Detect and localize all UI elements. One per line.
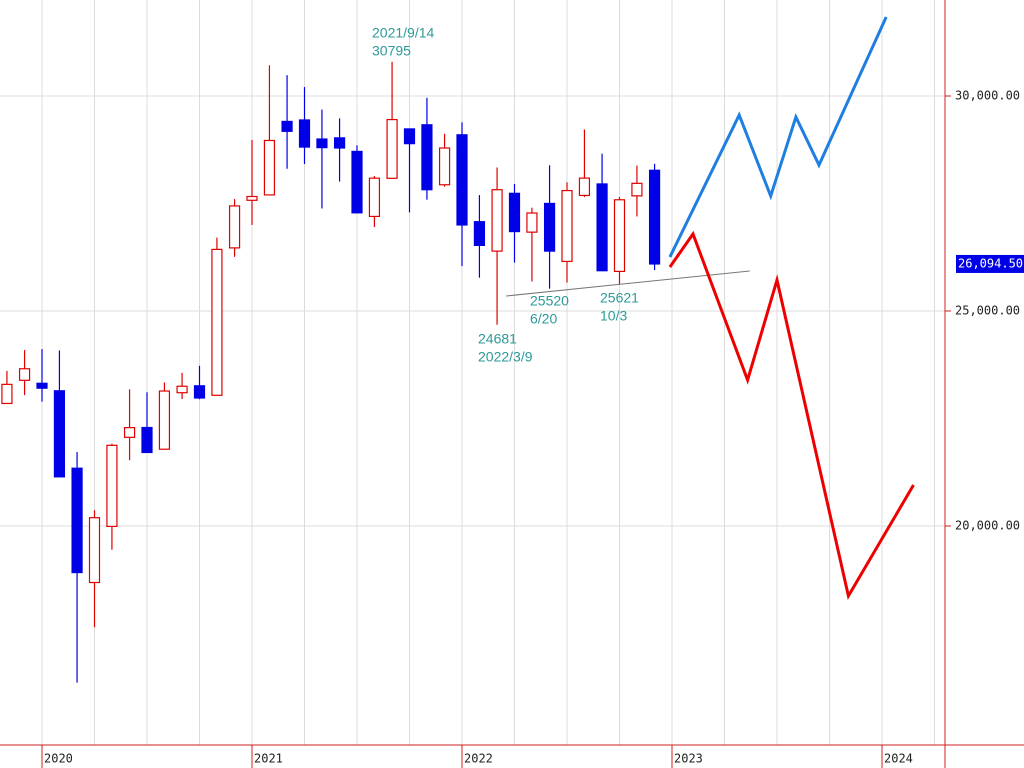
- x-tick-label: 2021: [254, 752, 283, 766]
- annotation: 2022/3/9: [478, 349, 533, 365]
- candle-body: [141, 426, 153, 454]
- candle-body: [211, 248, 223, 396]
- candle-body: [386, 118, 398, 179]
- annotation: 10/3: [600, 308, 627, 324]
- candle-body: [351, 150, 363, 214]
- y-tick-label: 30,000.00: [955, 89, 1020, 103]
- candle-body: [333, 137, 346, 149]
- y-tick-label: 25,000.00: [955, 304, 1020, 318]
- annotation: 25621: [600, 290, 639, 306]
- candle-body: [473, 221, 486, 246]
- candle-body: [281, 120, 293, 132]
- forecast-line: [668, 230, 915, 601]
- candle-body: [648, 169, 661, 265]
- candle-body: [508, 192, 521, 233]
- candle-body: [578, 177, 591, 197]
- candle-body: [158, 390, 171, 450]
- candle-body: [36, 382, 48, 389]
- candle-body: [123, 427, 136, 438]
- candle-body: [596, 183, 608, 272]
- y-tick-label: 20,000.00: [955, 519, 1020, 533]
- x-tick-label: 2020: [44, 752, 73, 766]
- candle-body: [403, 128, 416, 145]
- candle-body: [246, 195, 258, 201]
- candle-body: [421, 124, 433, 191]
- candle-body: [88, 517, 101, 584]
- candle-body: [543, 202, 556, 252]
- annotation: 25520: [530, 293, 569, 309]
- candle-body: [438, 147, 451, 186]
- candle-body: [106, 444, 118, 527]
- candle-body: [526, 212, 538, 233]
- annotation: 2021/9/14: [372, 25, 434, 41]
- annotation: 30795: [372, 43, 411, 59]
- candle-body: [176, 385, 188, 394]
- x-tick-label: 2024: [884, 752, 913, 766]
- forecast-line: [668, 16, 888, 258]
- x-tick-label: 2023: [674, 752, 703, 766]
- candle-body: [298, 119, 311, 148]
- candle-body: [456, 134, 468, 226]
- annotation: 6/20: [530, 311, 557, 327]
- candle-body: [18, 368, 31, 381]
- price-tag-label: 26,094.50: [958, 256, 1023, 270]
- price-tag: [956, 254, 1024, 273]
- candle-body: [193, 385, 206, 399]
- candle-body: [631, 182, 643, 197]
- candle-body: [263, 139, 276, 196]
- candle-body: [53, 390, 66, 478]
- candle-body: [316, 138, 328, 149]
- candle-body: [368, 177, 381, 218]
- annotation: 24681: [478, 331, 517, 347]
- candle-body: [491, 189, 503, 252]
- candle-body: [561, 189, 573, 263]
- x-tick-label: 2022: [464, 752, 493, 766]
- candle-body: [613, 199, 626, 273]
- candle-body: [228, 205, 241, 249]
- candle-body: [71, 467, 83, 574]
- candle-body: [1, 383, 13, 405]
